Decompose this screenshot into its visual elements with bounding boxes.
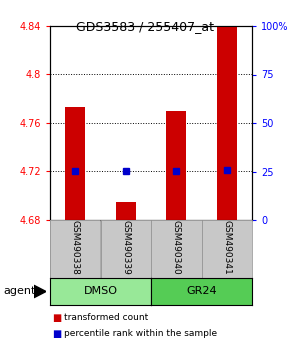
Text: agent: agent	[3, 286, 35, 297]
Text: DMSO: DMSO	[84, 286, 117, 297]
Text: GSM490339: GSM490339	[121, 221, 130, 275]
Text: GSM490338: GSM490338	[71, 221, 80, 275]
Text: percentile rank within the sample: percentile rank within the sample	[64, 330, 217, 338]
Text: transformed count: transformed count	[64, 314, 148, 322]
Bar	[116, 202, 136, 220]
Bar	[65, 107, 85, 220]
Text: ■: ■	[52, 329, 61, 339]
Text: ■: ■	[52, 313, 61, 323]
Bar	[166, 111, 186, 220]
Polygon shape	[34, 285, 46, 298]
Text: GSM490340: GSM490340	[172, 221, 181, 275]
Text: GSM490341: GSM490341	[222, 221, 231, 275]
Bar	[217, 26, 237, 220]
Text: GDS3583 / 255407_at: GDS3583 / 255407_at	[76, 20, 214, 33]
Text: GR24: GR24	[186, 286, 217, 297]
